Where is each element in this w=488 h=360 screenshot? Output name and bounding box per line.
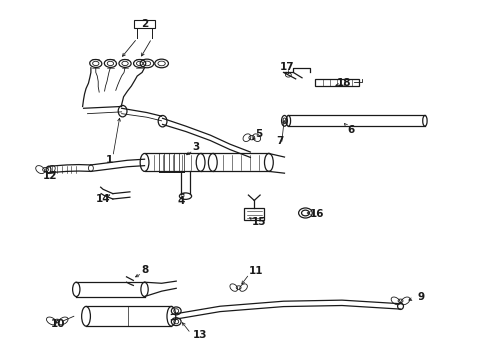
Text: 12: 12 bbox=[43, 171, 58, 181]
Text: 6: 6 bbox=[346, 125, 354, 135]
Text: 10: 10 bbox=[51, 319, 65, 329]
Text: 8: 8 bbox=[141, 265, 148, 275]
Text: 1: 1 bbox=[105, 155, 112, 165]
Text: 15: 15 bbox=[251, 217, 266, 227]
Text: 16: 16 bbox=[309, 210, 323, 220]
Text: 3: 3 bbox=[192, 142, 199, 152]
Bar bbox=[134, 21, 155, 28]
Text: 13: 13 bbox=[192, 330, 206, 340]
Text: 14: 14 bbox=[96, 194, 110, 204]
Text: 4: 4 bbox=[177, 196, 184, 206]
Bar bbox=[315, 79, 358, 86]
Text: 18: 18 bbox=[337, 78, 351, 88]
Text: 9: 9 bbox=[417, 292, 424, 302]
Text: 11: 11 bbox=[248, 266, 263, 276]
Text: 2: 2 bbox=[141, 19, 148, 30]
Bar bbox=[244, 208, 264, 220]
Text: 7: 7 bbox=[275, 136, 283, 145]
Text: 5: 5 bbox=[255, 129, 262, 139]
Text: 17: 17 bbox=[280, 62, 294, 72]
